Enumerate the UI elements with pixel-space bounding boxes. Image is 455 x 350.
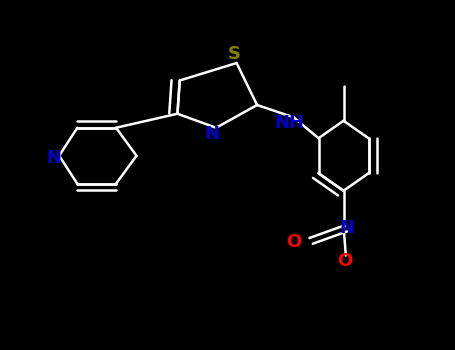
Text: N: N (46, 149, 61, 167)
Text: S: S (228, 45, 241, 63)
Text: O: O (286, 233, 301, 251)
Text: N: N (339, 219, 354, 237)
Text: N: N (204, 125, 219, 143)
Text: NH: NH (274, 114, 304, 132)
Text: O: O (337, 252, 353, 270)
